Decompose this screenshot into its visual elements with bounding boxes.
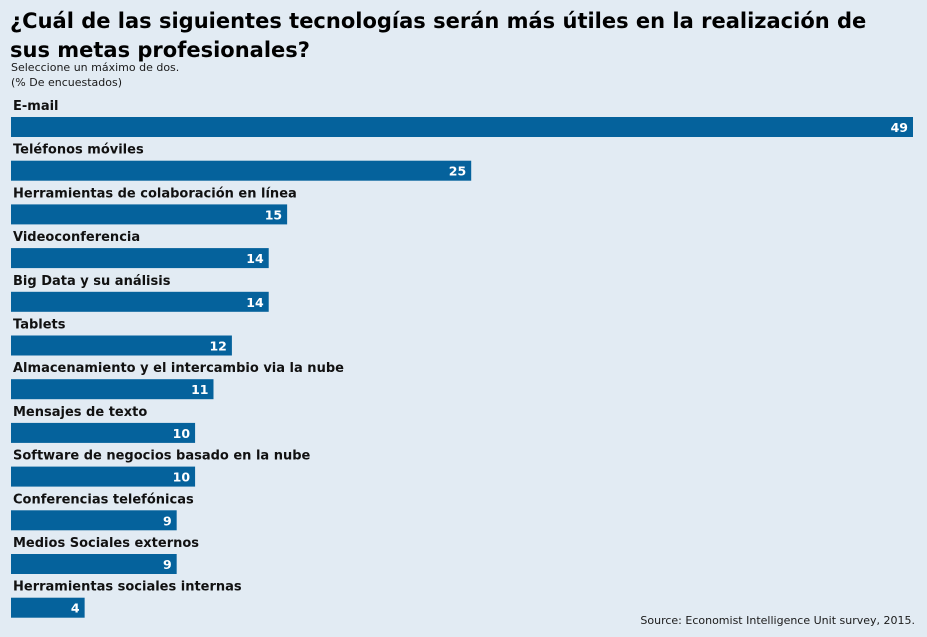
category-label: Mensajes de texto: [13, 405, 147, 420]
bar-value-label: 15: [265, 207, 282, 222]
category-label: Software de negocios basado en la nube: [13, 449, 311, 464]
bar-value-label: 4: [71, 601, 80, 616]
bar: [11, 379, 214, 400]
bar: [11, 554, 177, 574]
bar: [11, 291, 269, 312]
bar: [11, 160, 472, 181]
chart-title: ¿Cuál de las siguientes tecnologías será…: [10, 9, 867, 62]
category-label: Herramientas sociales internas: [13, 580, 242, 595]
bar-value-label: 14: [246, 295, 264, 310]
category-label: Big Data y su análisis: [13, 274, 171, 289]
category-label: Medios Sociales externos: [13, 536, 199, 551]
bar-value-label: 10: [173, 426, 191, 441]
bar-value-label: 25: [449, 164, 466, 179]
category-label: Almacenamiento y el intercambio via la n…: [13, 361, 344, 376]
bar: [11, 597, 85, 618]
category-label: Tablets: [13, 318, 66, 333]
bar: [11, 510, 177, 531]
bar: [11, 117, 913, 137]
bar-value-label: 11: [191, 382, 208, 397]
bar: [11, 248, 269, 269]
bar-value-label: 10: [173, 470, 191, 485]
category-label: Conferencias telefónicas: [13, 492, 194, 507]
chart-subtitle-unit: (% De encuestados): [11, 76, 123, 89]
category-label: E-mail: [13, 99, 59, 114]
bar-value-label: 9: [163, 557, 172, 572]
category-label: Herramientas de colaboración en línea: [13, 186, 297, 201]
bar: [11, 335, 232, 356]
bar: [11, 204, 288, 225]
bar-value-label: 12: [209, 339, 226, 354]
chart-subtitle-instruction: Seleccione un máximo de dos.: [11, 61, 180, 74]
category-label: Teléfonos móviles: [13, 143, 144, 158]
category-label: Videoconferencia: [13, 230, 140, 245]
bar: [11, 466, 196, 487]
bar-value-label: 9: [163, 513, 172, 528]
bar: [11, 422, 196, 443]
bar-value-label: 14: [246, 251, 264, 266]
bar-value-label: 49: [891, 120, 908, 135]
source-note: Source: Economist Intelligence Unit surv…: [640, 614, 915, 627]
